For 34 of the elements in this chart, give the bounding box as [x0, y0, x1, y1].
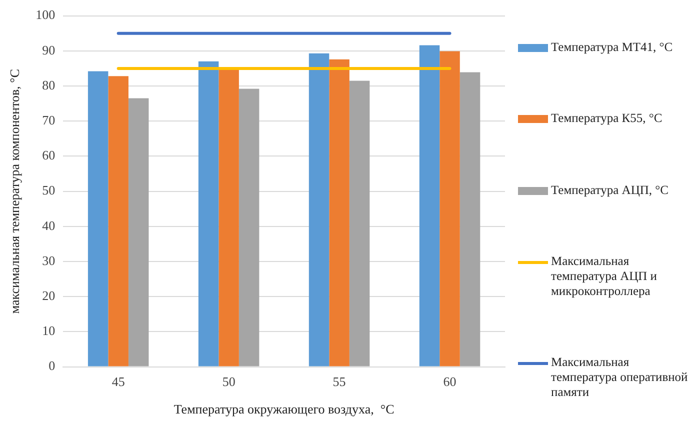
y-tick-label: 70	[42, 112, 56, 128]
y-tick-label: 40	[42, 218, 56, 233]
x-tick-label: 45	[112, 374, 125, 390]
y-tick-label: 100	[36, 7, 56, 22]
legend-label: Максимальная температура оперативной памяти	[551, 355, 689, 400]
bar	[419, 45, 440, 366]
legend-label: Температура МТ41, °С	[551, 40, 673, 55]
y-tick-label: 80	[42, 77, 56, 92]
y-axis-title: максимальная температура компонентов, °С	[7, 68, 22, 314]
y-tick-label: 30	[42, 252, 56, 268]
bar	[440, 51, 460, 366]
legend-label: Температура К55, °С	[551, 111, 662, 126]
x-tick-label: 55	[332, 374, 346, 390]
bar	[88, 71, 108, 366]
x-tick-label: 50	[222, 374, 236, 390]
bar	[108, 76, 128, 366]
x-tick-label: 60	[443, 374, 456, 390]
bar	[329, 59, 350, 366]
y-tick-label: 90	[42, 42, 56, 58]
bar	[198, 61, 219, 366]
bar	[308, 53, 330, 366]
y-tick-label: 50	[42, 182, 56, 198]
y-tick-label: 0	[48, 358, 56, 374]
bar	[460, 72, 480, 366]
y-tick-label: 60	[42, 148, 56, 163]
bar	[238, 88, 260, 366]
bar	[218, 68, 239, 366]
bar	[128, 98, 149, 366]
bar	[349, 80, 370, 366]
y-tick-label: 20	[42, 288, 56, 304]
legend-label: Температура АЦП, °С	[551, 182, 668, 198]
x-axis-title: Температура окружающего воздуха, °С	[174, 402, 394, 417]
legend-label: Максимальная температура АЦП и микроконтроллера	[551, 254, 658, 299]
y-tick-label: 10	[42, 323, 56, 338]
